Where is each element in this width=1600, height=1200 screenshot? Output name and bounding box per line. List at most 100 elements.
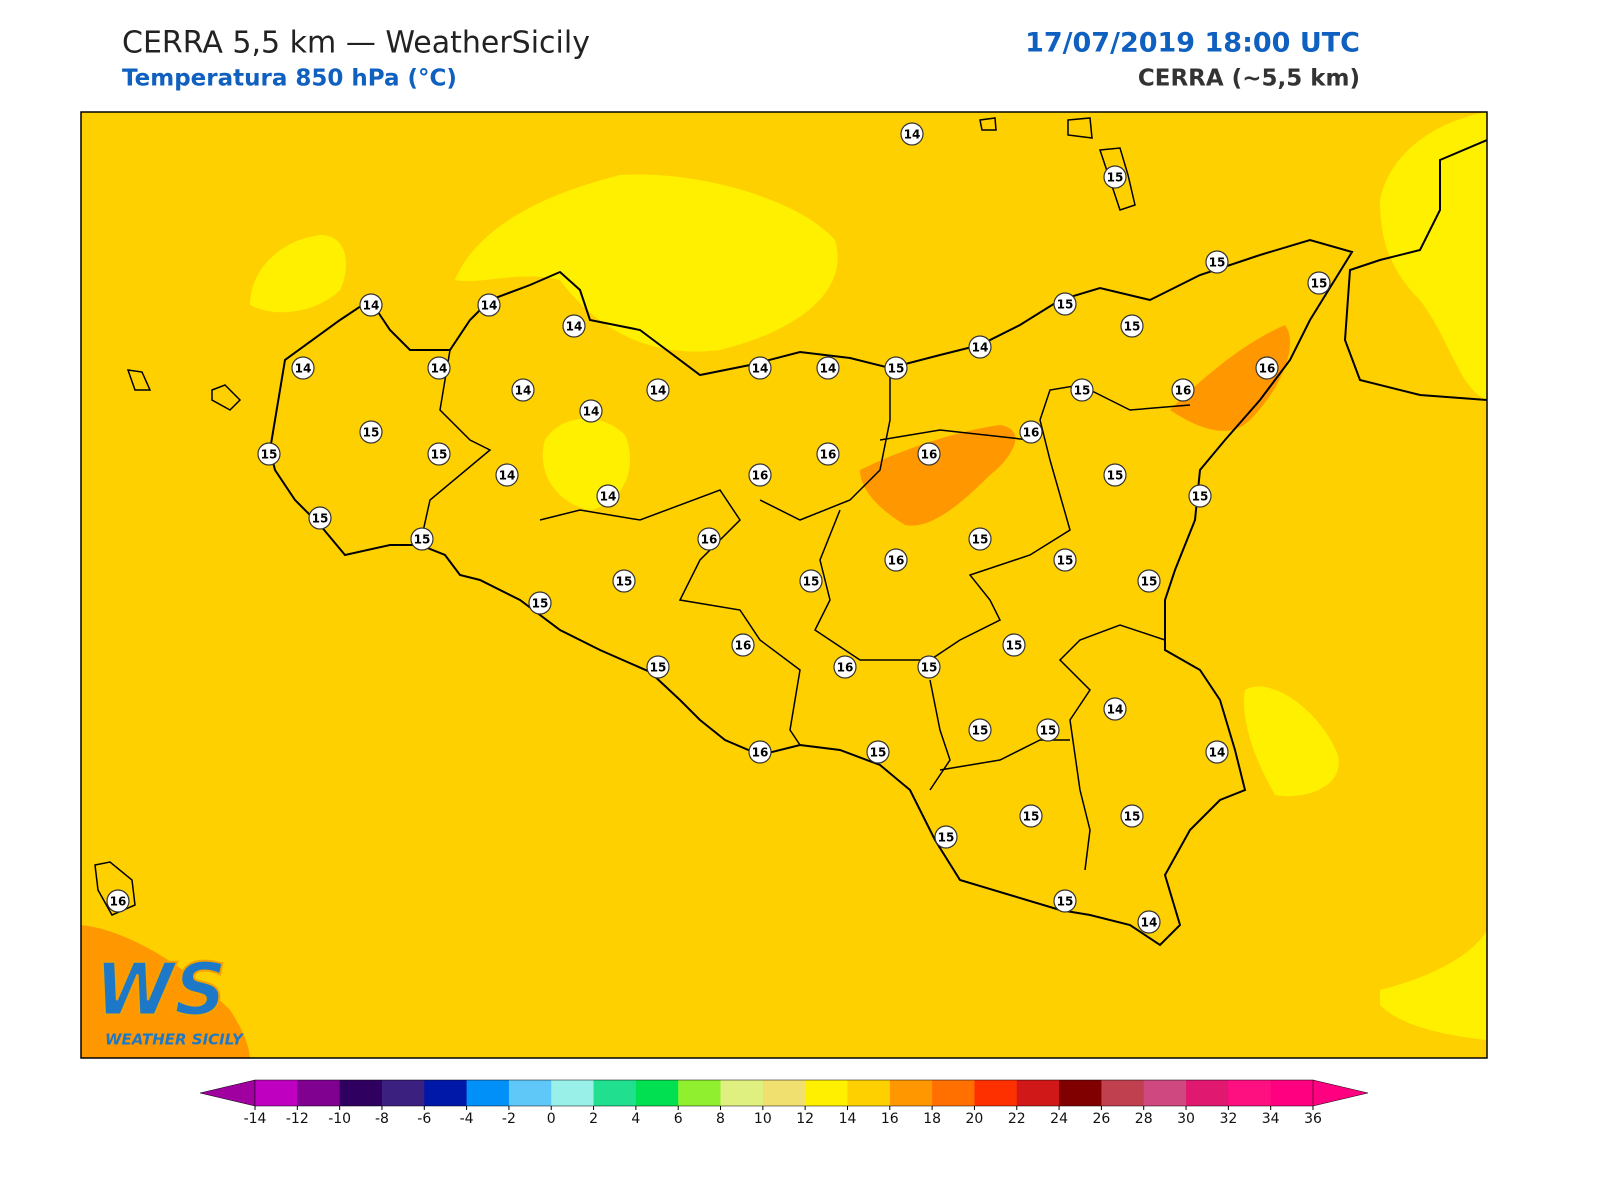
station: 15 — [1053, 292, 1077, 316]
station-marker — [1053, 548, 1077, 572]
colorbar-tick-label: 14 — [839, 1111, 857, 1127]
colorbar-tick-label: 0 — [547, 1111, 556, 1127]
station: 15 — [1019, 804, 1043, 828]
station: 14 — [579, 399, 603, 423]
station-marker — [1137, 569, 1161, 593]
datetime: 17/07/2019 18:00 UTC — [1025, 28, 1360, 59]
station: 16 — [1019, 420, 1043, 444]
colorbar-tick-label: 10 — [754, 1111, 772, 1127]
station: 15 — [1205, 250, 1229, 274]
station-marker — [579, 399, 603, 423]
colorbar-tick-label: 12 — [796, 1111, 814, 1127]
map: 14 15 15 15 14 14 14 15 15 14 14 14 14 14 15 15 16 16 14 14… — [80, 111, 1488, 1059]
station-marker — [697, 527, 721, 551]
colorbar-tick-label: 30 — [1177, 1111, 1195, 1127]
warm-area — [1244, 686, 1339, 797]
logo-mark: WS — [95, 948, 226, 1032]
station-label: 14 — [515, 384, 532, 398]
warm-area — [455, 174, 838, 352]
station-label: 14 — [1141, 916, 1158, 930]
station: 15 — [1120, 804, 1144, 828]
station-label: 15 — [1107, 469, 1124, 483]
station-marker — [1103, 463, 1127, 487]
station: 15 — [934, 825, 958, 849]
station: 14 — [562, 314, 586, 338]
station: 14 — [427, 356, 451, 380]
station-marker — [799, 569, 823, 593]
station: 14 — [291, 356, 315, 380]
station: 15 — [917, 655, 941, 679]
station-label: 16 — [701, 533, 718, 547]
station-label: 14 — [650, 384, 667, 398]
warm-area — [250, 235, 346, 313]
station-marker — [106, 889, 130, 913]
station: 16 — [748, 463, 772, 487]
station: 14 — [646, 378, 670, 402]
station: 14 — [748, 356, 772, 380]
station: 16 — [697, 527, 721, 551]
station: 16 — [1255, 356, 1279, 380]
colorbar-segment — [551, 1080, 595, 1106]
station-marker — [816, 356, 840, 380]
station: 15 — [427, 442, 451, 466]
station: 15 — [1137, 569, 1161, 593]
station-label: 16 — [110, 895, 127, 909]
station-label: 16 — [1023, 426, 1040, 440]
colorbar-segment — [889, 1080, 933, 1106]
station-label: 15 — [972, 724, 989, 738]
colorbar-tick-label: 26 — [1092, 1111, 1110, 1127]
colorbar-tick-label: 8 — [716, 1111, 725, 1127]
station-marker — [833, 655, 857, 679]
station-label: 15 — [803, 575, 820, 589]
colorbar-segment — [720, 1080, 764, 1106]
station-label: 15 — [1209, 256, 1226, 270]
station-label: 16 — [1259, 362, 1276, 376]
station-label: 14 — [904, 128, 921, 142]
logo-text: WEATHER SICILY — [105, 1031, 245, 1049]
station-label: 15 — [1023, 810, 1040, 824]
station-marker — [511, 378, 535, 402]
station: 15 — [646, 655, 670, 679]
station-label: 16 — [888, 554, 905, 568]
station: 15 — [884, 356, 908, 380]
station-marker — [866, 740, 890, 764]
subtitle: Temperatura 850 hPa (°C) — [122, 66, 457, 92]
colorbar-tick-label: 16 — [881, 1111, 899, 1127]
station: 14 — [1103, 697, 1127, 721]
station: 16 — [748, 740, 772, 764]
colorbar-segment — [1186, 1080, 1229, 1106]
stations: 14 15 15 15 14 14 14 15 15 14 14 14 14 14 15 15 16 16 14 14… — [106, 122, 1331, 934]
station-label: 15 — [1006, 639, 1023, 653]
station-label: 14 — [752, 362, 769, 376]
station: 15 — [257, 442, 281, 466]
station-marker — [477, 293, 501, 317]
colorbar-segment — [847, 1080, 891, 1106]
colorbar-tick-label: 28 — [1135, 1111, 1153, 1127]
station-label: 14 — [431, 362, 448, 376]
station: 16 — [106, 889, 130, 913]
station-label: 14 — [499, 469, 516, 483]
colorbar-tick-label: -14 — [244, 1111, 267, 1127]
station-label: 15 — [532, 597, 549, 611]
station: 15 — [799, 569, 823, 593]
colorbar-segment — [255, 1080, 298, 1106]
station-marker — [1103, 165, 1127, 189]
logo: WS WEATHER SICILY — [94, 947, 245, 1049]
title: CERRA 5,5 km — WeatherSicily — [122, 26, 590, 61]
station-marker — [257, 442, 281, 466]
colorbar-segment — [974, 1080, 1018, 1106]
station-marker — [884, 548, 908, 572]
station-marker — [1019, 804, 1043, 828]
colorbar-segment — [678, 1080, 722, 1106]
station-label: 15 — [1057, 554, 1074, 568]
station: 15 — [968, 527, 992, 551]
station: 15 — [968, 718, 992, 742]
station-marker — [308, 506, 332, 530]
colorbar-tick-label: -10 — [328, 1111, 351, 1127]
colorbar-segment — [1016, 1080, 1060, 1106]
station: 15 — [1103, 165, 1127, 189]
station-label: 15 — [312, 512, 329, 526]
station-marker — [748, 740, 772, 764]
station-label: 15 — [1074, 384, 1091, 398]
